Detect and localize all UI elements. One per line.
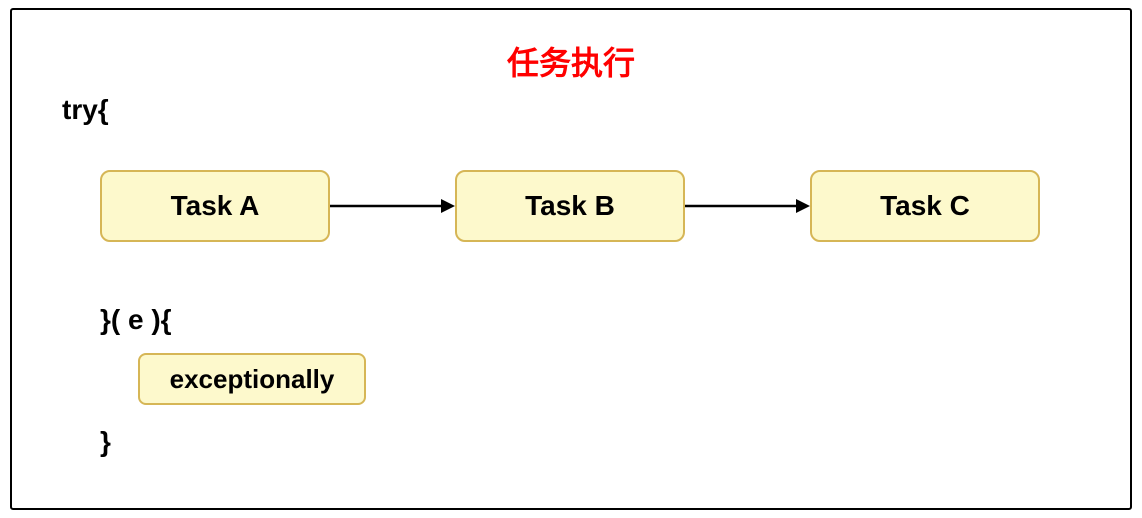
code-try-open: try{ bbox=[62, 94, 109, 126]
diagram-title: 任务执行 bbox=[0, 38, 1142, 84]
task-c-node: Task C bbox=[810, 170, 1040, 242]
task-a-label: Task A bbox=[171, 190, 260, 222]
task-b-node: Task B bbox=[455, 170, 685, 242]
task-c-label: Task C bbox=[880, 190, 970, 222]
task-b-label: Task B bbox=[525, 190, 615, 222]
code-catch-open: }( e ){ bbox=[100, 304, 172, 336]
task-a-node: Task A bbox=[100, 170, 330, 242]
exceptionally-node: exceptionally bbox=[138, 353, 366, 405]
arrow-b-to-c bbox=[685, 192, 810, 220]
arrow-a-to-b bbox=[330, 192, 455, 220]
exceptionally-label: exceptionally bbox=[170, 364, 335, 395]
code-close-brace: } bbox=[100, 426, 111, 458]
